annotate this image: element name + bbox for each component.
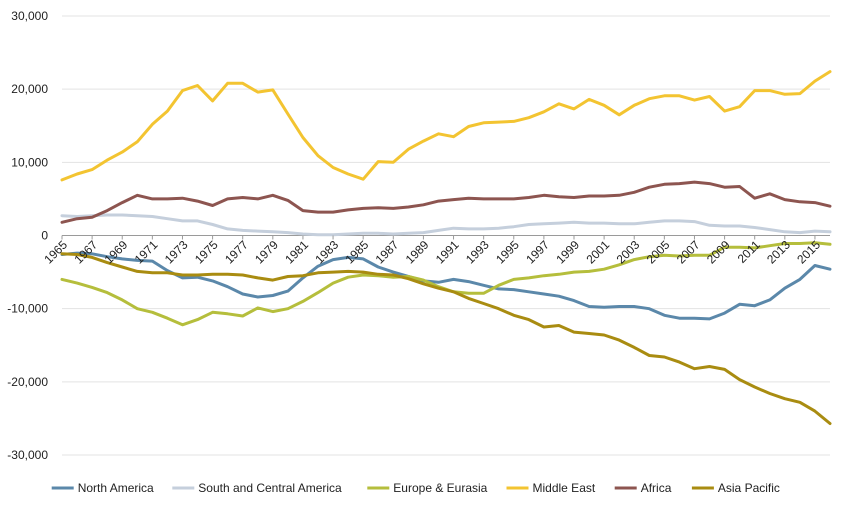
x-tick-label: 1997	[523, 237, 552, 266]
y-axis-tick-labels: 30,000 20,000 10,000 0 -10,000 -20,000 -30,000	[7, 9, 48, 462]
x-tick-label: 1967	[71, 237, 100, 266]
y-tick-label: -30,000	[7, 448, 48, 462]
x-tick-label: 1973	[162, 237, 191, 266]
y-tick-label: 10,000	[11, 155, 48, 169]
x-tick-label: 1993	[463, 237, 492, 266]
legend-label: Africa	[641, 481, 672, 495]
legend-label: Asia Pacific	[718, 481, 780, 495]
x-tick-label: 1975	[192, 237, 221, 266]
x-tick-label: 1989	[403, 237, 432, 266]
legend-label: Middle East	[533, 481, 596, 495]
legend-item: Asia Pacific	[691, 481, 780, 495]
x-tick-label: 2013	[764, 237, 793, 266]
legend: North America South and Central America Eu…	[51, 481, 780, 495]
legend-item: South and Central America	[172, 481, 342, 495]
legend-label: South and Central America	[198, 481, 342, 495]
y-tick-label: 0	[41, 229, 48, 243]
x-tick-label: 2007	[674, 237, 703, 266]
series-line-north-america	[60, 251, 832, 321]
x-tick-label: 1981	[282, 237, 311, 266]
y-tick-label: -10,000	[7, 302, 48, 316]
x-tick-label: 2001	[583, 237, 612, 266]
y-tick-label: -20,000	[7, 375, 48, 389]
x-tick-label: 1987	[373, 237, 402, 266]
x-tick-label: 2009	[704, 237, 733, 266]
x-tick-label: 1995	[493, 237, 522, 266]
legend-item: North America	[51, 481, 154, 495]
legend-item: Europe & Eurasia	[367, 481, 488, 495]
series-line-middle-east	[60, 70, 832, 182]
series-line-africa	[60, 180, 832, 224]
x-tick-label: 2005	[644, 237, 673, 266]
series-line-south-and-central-america	[60, 213, 832, 237]
legend-item: Middle East	[506, 481, 596, 495]
legend-label: Europe & Eurasia	[393, 481, 487, 495]
series-lines	[60, 70, 832, 425]
x-tick-label: 1969	[102, 237, 131, 266]
legend-label: North America	[78, 481, 154, 495]
series-line-asia-pacific	[60, 252, 832, 425]
x-tick-label: 1977	[222, 237, 251, 266]
x-tick-label: 2011	[735, 237, 763, 265]
legend-item: Africa	[614, 481, 672, 495]
x-tick-label: 1991	[433, 237, 462, 266]
y-tick-label: 30,000	[11, 9, 48, 23]
x-tick-label: 1999	[553, 237, 582, 266]
x-axis-tick-labels: 1965 1967 1969 1971 1973 1975 1977 1979 1981 1983…	[41, 235, 823, 267]
y-tick-label: 20,000	[11, 82, 48, 96]
x-tick-label: 1979	[252, 237, 281, 266]
